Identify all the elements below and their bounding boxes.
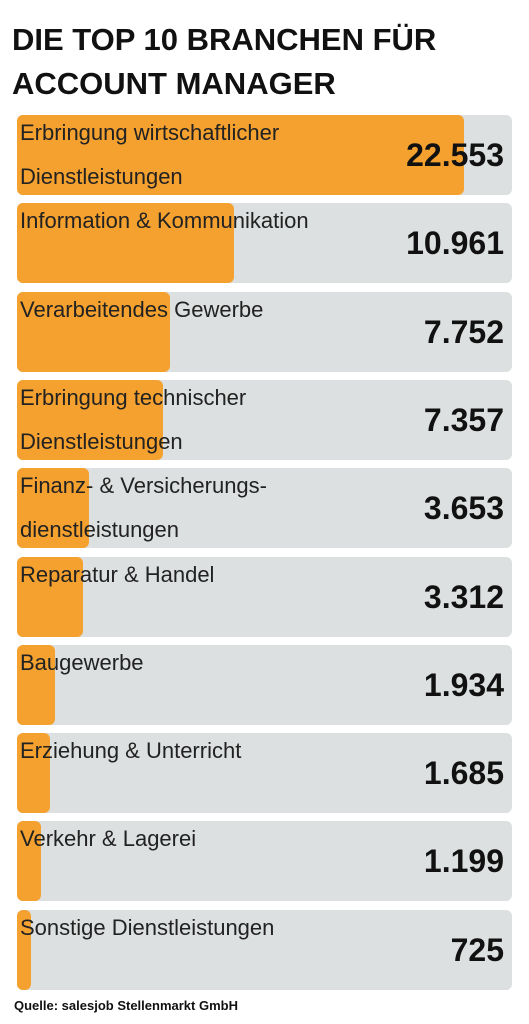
bar bbox=[17, 556, 83, 637]
category-label: Sonstige Dienstleistungen bbox=[20, 914, 275, 940]
source-note: Quelle: salesjob Stellenmarkt GmbH bbox=[14, 998, 238, 1013]
category-label: Verarbeitendes Gewerbe bbox=[20, 296, 264, 322]
value-label: 10.961 bbox=[406, 225, 504, 262]
category-label: Erbringung wirtschaftlicher Dienstleistu… bbox=[20, 120, 280, 189]
category-label: Verkehr & Lagerei bbox=[20, 826, 197, 852]
value-label: 7.357 bbox=[423, 401, 504, 438]
value-label: 1.199 bbox=[423, 843, 504, 880]
bar-track: Verkehr & Lagerei 1.199 bbox=[17, 821, 512, 902]
bar bbox=[17, 468, 90, 549]
bar bbox=[17, 733, 51, 814]
category-label: Erbringung technischer Dienstleistungen bbox=[20, 384, 247, 454]
value-label: 1.934 bbox=[423, 666, 504, 703]
bar bbox=[17, 644, 56, 725]
value-label: 725 bbox=[450, 931, 504, 968]
bar-track: Finanz- & Versicherungs-dienstleistungen… bbox=[17, 468, 512, 549]
bar-track: Verarbeitendes Gewerbe 7.752 bbox=[17, 291, 512, 372]
bar-track: Information & Kommunikation 10.961 bbox=[17, 203, 512, 284]
bar-track: Baugewerbe 1.934 bbox=[17, 644, 512, 725]
bar-track: Erziehung & Unterricht 1.685 bbox=[17, 733, 512, 814]
bar-track: Reparatur & Handel 3.312 bbox=[17, 556, 512, 637]
bar bbox=[17, 909, 32, 990]
bar bbox=[17, 291, 171, 372]
category-label: Baugewerbe bbox=[20, 649, 144, 675]
value-label: 1.685 bbox=[423, 755, 504, 792]
category-label: Reparatur & Handel bbox=[20, 561, 215, 587]
bar-track: Erbringung wirtschaftlicher Dienstleistu… bbox=[17, 115, 512, 195]
value-label: 7.752 bbox=[423, 313, 504, 350]
bar-track: Erbringung technischer Dienstleistungen 7… bbox=[17, 379, 512, 460]
chart-title: DIE TOP 10 BRANCHEN FÜR ACCOUNT MANAGER bbox=[12, 22, 437, 101]
bar-track: Sonstige Dienstleistungen 725 bbox=[17, 909, 512, 990]
category-label: Information & Kommunikation bbox=[20, 208, 309, 234]
bar bbox=[17, 203, 235, 284]
bar bbox=[17, 115, 464, 195]
value-label: 22.553 bbox=[406, 137, 504, 173]
value-label: 3.653 bbox=[423, 490, 504, 527]
category-label: Erziehung & Unterricht bbox=[20, 738, 242, 764]
bar bbox=[17, 821, 41, 902]
value-label: 3.312 bbox=[423, 578, 504, 615]
category-label: Finanz- & Versicherungs-dienstleistungen bbox=[20, 473, 267, 543]
bar bbox=[17, 379, 163, 460]
